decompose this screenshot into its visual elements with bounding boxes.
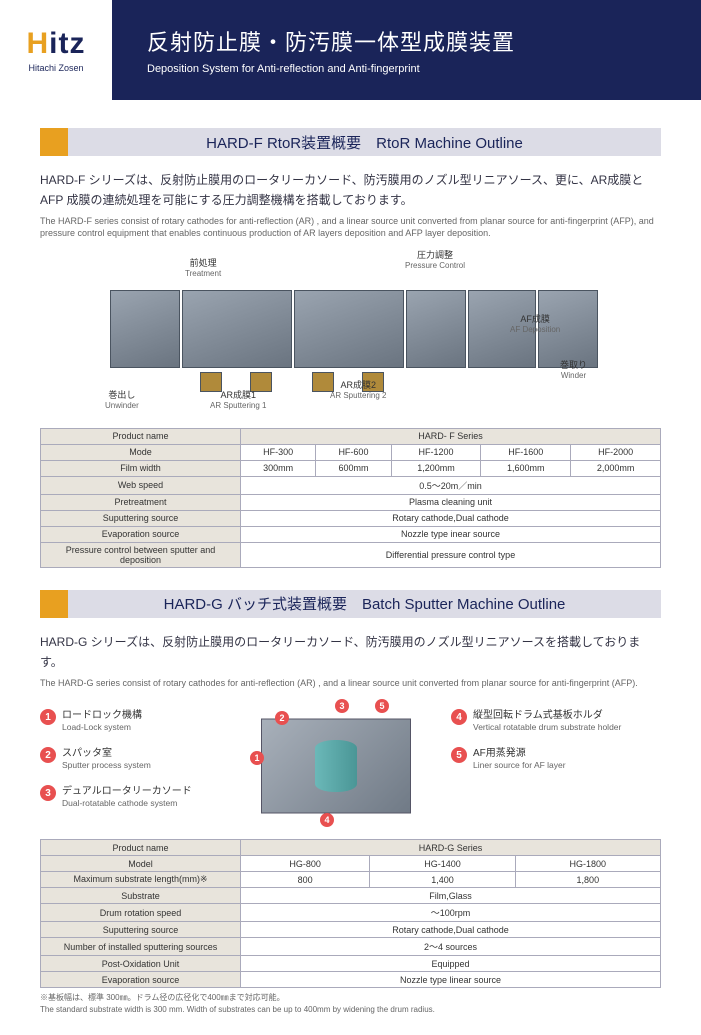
section2-intro-jp: HARD-G シリーズは、反射防止膜用のロータリーカソード、防汚膜用のノズル型リ… — [40, 632, 661, 673]
batch-diagram: 1 2 3 4 5 — [220, 701, 451, 831]
feature-item: 5AF用蒸発源Liner source for AF layer — [451, 747, 661, 771]
section1-bar: HARD-F RtoR装置概要 RtoR Machine Outline — [40, 128, 661, 156]
feature-item: 3デュアルロータリーカソードDual-rotatable cathode sys… — [40, 785, 220, 809]
bar-accent — [40, 128, 68, 156]
feature-item: 2スパッタ室Sputter process system — [40, 747, 220, 771]
logo-subtitle: Hitachi Zosen — [28, 63, 83, 73]
page: Hitz Hitachi Zosen 反射防止膜・防汚膜一体型成膜装置 Depo… — [0, 0, 701, 1035]
header-title: 反射防止膜・防汚膜一体型成膜装置 Deposition System for A… — [112, 25, 681, 75]
section2-title: HARD-G バッチ式装置概要 Batch Sputter Machine Ou… — [68, 590, 661, 618]
section1-title: HARD-F RtoR装置概要 RtoR Machine Outline — [68, 128, 661, 156]
feature-item: 1ロードロック機構Load-Lock system — [40, 709, 220, 733]
section2-intro-en: The HARD-G series consist of rotary cath… — [40, 677, 661, 690]
feature-item: 4縦型回転ドラム式基板ホルダVertical rotatable drum su… — [451, 709, 661, 733]
section1-intro-jp: HARD-F シリーズは、反射防止膜用のロータリーカソード、防汚膜用のノズル型リ… — [40, 170, 661, 211]
rtor-diagram: 前処理Treatment 圧力調整Pressure Control AF成膜AF… — [40, 250, 661, 420]
section1-intro-en: The HARD-F series consist of rotary cath… — [40, 215, 661, 240]
features-left: 1ロードロック機構Load-Lock system 2スパッタ室Sputter p… — [40, 701, 220, 831]
features-right: 4縦型回転ドラム式基板ホルダVertical rotatable drum su… — [451, 701, 661, 831]
hard-g-table: Product nameHARD-G SeriesModelHG-800HG-1… — [40, 839, 661, 988]
bar-accent — [40, 590, 68, 618]
content: HARD-F RtoR装置概要 RtoR Machine Outline HAR… — [0, 100, 701, 1035]
footnote: ※基板幅は、標準 300㎜。ドラム径の広径化で400㎜まで対応可能。The st… — [40, 992, 661, 1014]
features-row: 1ロードロック機構Load-Lock system 2スパッタ室Sputter p… — [40, 701, 661, 831]
logo: Hitz Hitachi Zosen — [0, 0, 112, 100]
title-en: Deposition System for Anti-reflection an… — [147, 63, 681, 75]
hard-f-table: Product nameHARD- F SeriesModeHF-300HF-6… — [40, 428, 661, 568]
logo-text: Hitz — [27, 27, 86, 61]
header: Hitz Hitachi Zosen 反射防止膜・防汚膜一体型成膜装置 Depo… — [0, 0, 701, 100]
title-jp: 反射防止膜・防汚膜一体型成膜装置 — [147, 25, 681, 57]
section2-bar: HARD-G バッチ式装置概要 Batch Sputter Machine Ou… — [40, 590, 661, 618]
